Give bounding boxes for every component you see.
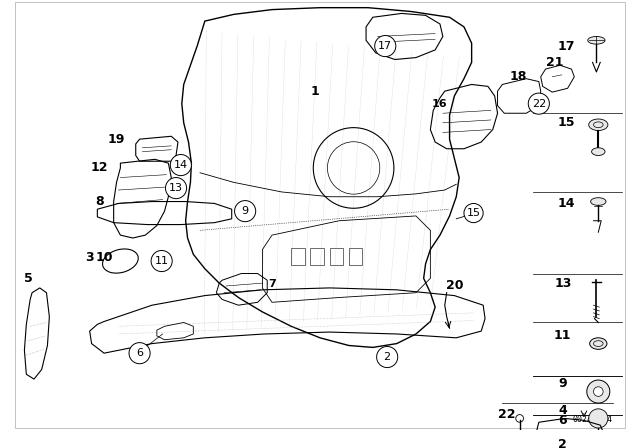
Text: 2: 2 (559, 438, 567, 448)
Ellipse shape (591, 198, 606, 205)
Bar (291, 248, 305, 265)
Ellipse shape (588, 36, 605, 44)
Text: 9: 9 (241, 206, 249, 216)
Bar (330, 248, 343, 265)
Ellipse shape (589, 338, 607, 349)
Text: 14: 14 (174, 160, 188, 170)
Text: 12: 12 (90, 161, 108, 174)
Text: 14: 14 (558, 197, 575, 210)
Text: 19: 19 (108, 133, 125, 146)
Text: 22: 22 (532, 99, 546, 109)
Circle shape (587, 380, 610, 403)
Text: 20: 20 (445, 280, 463, 293)
Text: 00242604: 00242604 (573, 415, 612, 424)
Text: 4: 4 (559, 404, 567, 417)
Text: 22: 22 (499, 408, 516, 421)
Text: 15: 15 (467, 208, 481, 218)
Circle shape (374, 35, 396, 56)
Text: 11: 11 (155, 256, 169, 266)
Text: 15: 15 (558, 116, 575, 129)
Text: 9: 9 (559, 377, 567, 390)
Text: 21: 21 (547, 56, 564, 69)
Circle shape (587, 443, 610, 448)
Circle shape (166, 177, 187, 198)
Circle shape (589, 409, 608, 428)
Bar (310, 248, 324, 265)
Text: 8: 8 (95, 195, 104, 208)
Text: 6: 6 (136, 348, 143, 358)
Text: 3: 3 (85, 251, 94, 264)
Circle shape (235, 201, 256, 222)
Text: 7: 7 (268, 279, 276, 289)
Circle shape (593, 387, 603, 396)
Text: 11: 11 (554, 329, 572, 342)
Circle shape (129, 343, 150, 364)
Circle shape (528, 93, 549, 114)
Text: 16: 16 (432, 99, 448, 109)
Text: 17: 17 (378, 41, 392, 51)
Text: 10: 10 (95, 251, 113, 264)
Bar (349, 248, 362, 265)
Text: 5: 5 (24, 272, 33, 285)
Text: 17: 17 (558, 39, 575, 52)
Text: 6: 6 (559, 414, 567, 427)
Text: 18: 18 (510, 70, 527, 83)
Circle shape (464, 203, 483, 223)
Text: 1: 1 (311, 85, 319, 98)
Circle shape (170, 155, 191, 176)
Circle shape (376, 346, 397, 367)
Circle shape (151, 250, 172, 271)
Text: 13: 13 (554, 276, 572, 289)
Text: 13: 13 (169, 183, 183, 193)
Ellipse shape (589, 119, 608, 130)
Text: 2: 2 (383, 352, 391, 362)
Ellipse shape (591, 148, 605, 155)
